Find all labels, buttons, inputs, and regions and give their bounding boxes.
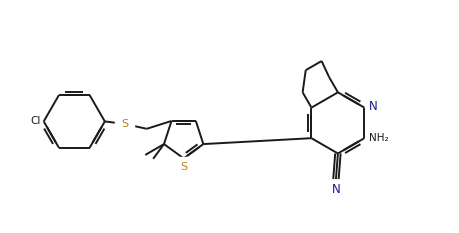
Text: N: N <box>369 100 378 113</box>
Text: Cl: Cl <box>30 116 40 127</box>
Text: S: S <box>121 119 128 129</box>
Text: N: N <box>331 182 340 195</box>
Text: S: S <box>180 162 187 172</box>
Text: NH₂: NH₂ <box>369 133 388 143</box>
